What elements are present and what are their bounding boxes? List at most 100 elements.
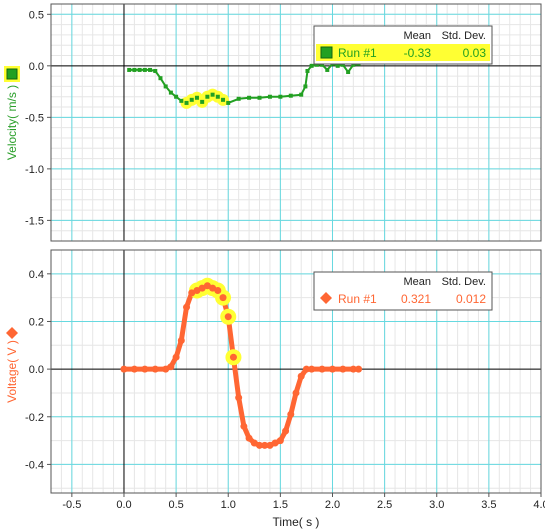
- data-point: [288, 93, 293, 98]
- data-point: [179, 98, 184, 103]
- data-point: [250, 439, 258, 447]
- data-point: [302, 365, 310, 373]
- data-point: [235, 394, 243, 402]
- data-point: [314, 62, 319, 67]
- data-point: [194, 95, 199, 100]
- data-point: [153, 68, 158, 73]
- legend-marker: [320, 292, 332, 304]
- data-point: [325, 67, 330, 72]
- legend-header-std: Std. Dev.: [442, 30, 486, 42]
- data-point: [214, 287, 222, 294]
- data-point: [189, 97, 194, 102]
- data-point: [132, 67, 137, 72]
- data-point: [346, 70, 351, 75]
- y-tick-label: 0.0: [29, 61, 44, 73]
- legend-mean-value: 0.321: [401, 292, 431, 306]
- data-point: [308, 365, 316, 373]
- data-point: [127, 67, 132, 72]
- data-point: [198, 284, 206, 292]
- data-point: [276, 437, 284, 445]
- data-point: [183, 303, 191, 311]
- x-tick-label: -0.5: [62, 499, 81, 511]
- chart-panel-2: 0.4 0.2 0.0 -0.2 -0.4 Voltage( V ) -0.5 0.0 0.5 1…: [5, 249, 545, 529]
- data-point: [266, 441, 274, 449]
- y-tick-label: 0.0: [29, 364, 44, 376]
- legend-header-std: Std. Dev.: [442, 276, 486, 288]
- data-point: [340, 62, 345, 67]
- data-point: [137, 67, 142, 72]
- y-tick-label: -1.0: [25, 164, 44, 176]
- x-tick-label: 2.0: [325, 499, 340, 511]
- data-point: [236, 96, 241, 101]
- legend-run-label: Run #1: [338, 46, 377, 60]
- data-point: [200, 99, 205, 104]
- data-point: [349, 365, 357, 373]
- data-point: [229, 353, 237, 361]
- data-point: [267, 94, 272, 99]
- data-point: [224, 313, 232, 321]
- data-point: [148, 67, 153, 72]
- y-axis-marker: [6, 327, 18, 339]
- y-tick-label: -0.4: [25, 459, 44, 471]
- data-point: [188, 289, 196, 297]
- legend-row-highlight: [316, 44, 490, 61]
- x-tick-label: 0.0: [116, 499, 131, 511]
- data-point: [203, 282, 211, 290]
- data-point: [172, 353, 180, 361]
- data-point: [292, 389, 300, 397]
- data-point: [151, 365, 159, 373]
- data-point: [309, 63, 314, 68]
- data-point: [261, 441, 269, 449]
- data-point: [328, 365, 336, 373]
- x-tick-label: 1.5: [273, 499, 288, 511]
- y-axis-label: Velocity( m/s ): [5, 85, 19, 160]
- data-point: [305, 68, 310, 73]
- x-tick-label: 0.5: [168, 499, 183, 511]
- data-point: [256, 441, 264, 449]
- data-point: [318, 365, 326, 373]
- data-point: [287, 410, 295, 418]
- data-point: [184, 100, 189, 105]
- y-tick-label: -1.5: [25, 215, 44, 227]
- data-point: [271, 439, 279, 447]
- y-tick-label: -0.2: [25, 412, 44, 424]
- data-point: [355, 365, 363, 373]
- data-point: [219, 294, 227, 302]
- plot-frame: [50, 249, 542, 494]
- data-point: [205, 94, 210, 99]
- y-tick-label: 0.5: [29, 9, 44, 21]
- data-point: [335, 63, 340, 68]
- data-point: [163, 84, 168, 89]
- data-point: [167, 363, 175, 371]
- legend-std-value: 0.03: [463, 46, 487, 60]
- x-tick-label: 3.5: [481, 499, 496, 511]
- x-tick-label: 4.0: [533, 499, 545, 511]
- legend-marker: [320, 46, 333, 59]
- x-tick-label: 2.5: [377, 499, 392, 511]
- data-point: [168, 90, 173, 95]
- legend-header-mean: Mean: [403, 30, 431, 42]
- data-point: [209, 284, 217, 292]
- data-point: [221, 97, 226, 102]
- y-axis-marker: [6, 68, 18, 80]
- data-point: [278, 94, 283, 99]
- legend: Mean Std. Dev. Run #1 0.321 0.012: [313, 271, 493, 311]
- legend-std-value: 0.012: [456, 292, 486, 306]
- data-point: [282, 427, 290, 435]
- legend-run-label: Run #1: [338, 292, 377, 306]
- y-axis-label: Voltage( V ): [5, 340, 19, 403]
- chart-panel-1: 0.5 0.0 -0.5 -1.0 -1.5 Velocity( m/s ) Mean Std…: [4, 3, 542, 242]
- x-tick-label: 3.0: [429, 499, 444, 511]
- data-point: [245, 434, 253, 442]
- data-point: [240, 422, 248, 430]
- y-tick-label: 0.2: [29, 316, 44, 328]
- data-point: [351, 62, 356, 67]
- data-point: [193, 287, 201, 294]
- data-point: [177, 337, 185, 345]
- data-point: [120, 365, 128, 373]
- data-point: [320, 62, 325, 67]
- data-point: [297, 372, 305, 380]
- legend-row-highlight: [316, 290, 490, 307]
- data-point: [303, 84, 308, 89]
- major-grid: [51, 4, 542, 241]
